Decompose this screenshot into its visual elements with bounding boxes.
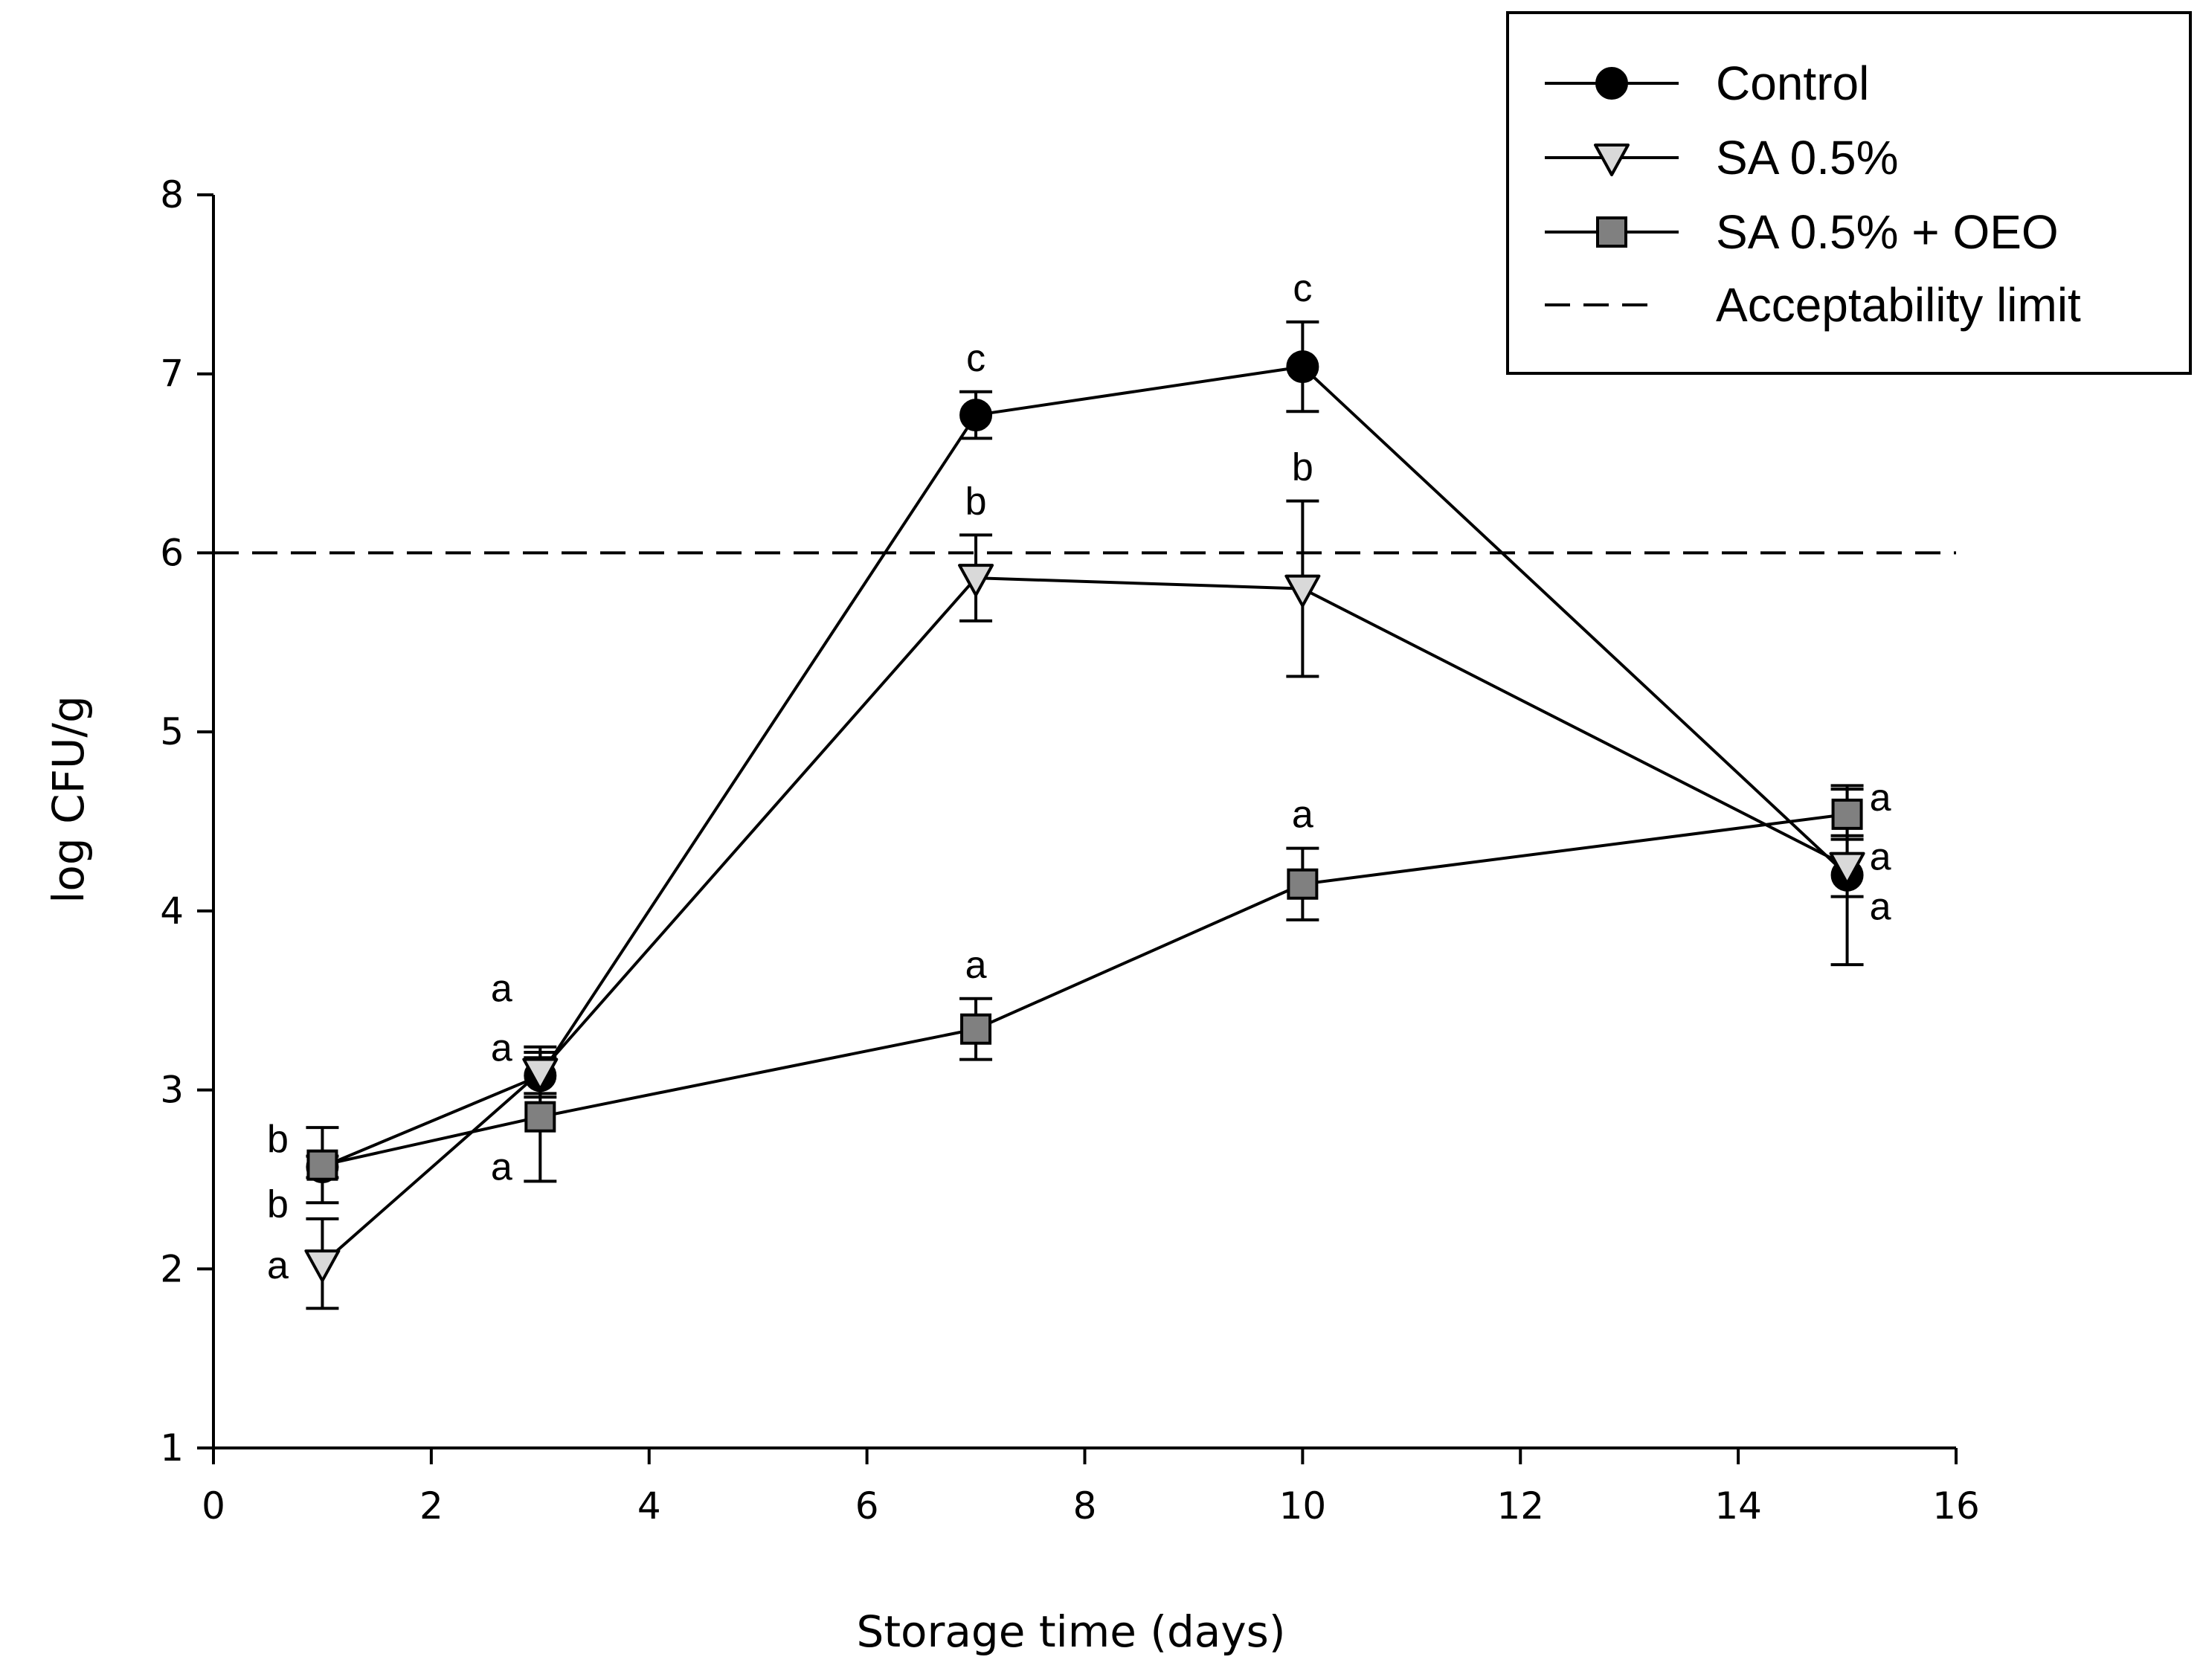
legend-label: SA 0.5% + OEO <box>1716 205 2059 259</box>
data-point-series-1 <box>1284 574 1321 608</box>
legend-label: SA 0.5% <box>1716 131 1899 184</box>
data-point-series-2 <box>306 1149 338 1181</box>
y-axis-title: log CFU/g <box>43 695 94 904</box>
data-point-series-2 <box>524 1101 556 1133</box>
legend-swatch-marker <box>1594 144 1630 176</box>
data-point-series-1 <box>958 564 994 597</box>
y-tick-label: 8 <box>160 173 184 216</box>
y-tick-label: 4 <box>160 889 184 933</box>
significance-letter: b <box>267 1183 289 1226</box>
y-tick-label: 6 <box>160 531 184 574</box>
y-tick-label: 2 <box>160 1247 184 1290</box>
y-tick-label: 5 <box>160 710 184 753</box>
significance-letter: a <box>1870 886 1891 929</box>
data-point-series-2 <box>1287 868 1319 900</box>
legend: Control SA 0.5% SA 0.5% + OEO Acceptability… <box>1506 11 2192 375</box>
significance-letter: c <box>1293 267 1312 310</box>
x-tick-label: 4 <box>637 1484 661 1528</box>
significance-letter: a <box>965 944 987 987</box>
x-tick-label: 2 <box>419 1484 443 1528</box>
data-point-series-0 <box>1286 350 1319 384</box>
legend-label: Acceptability limit <box>1716 278 2081 332</box>
significance-letter: a <box>491 1146 512 1189</box>
significance-letter: a <box>1870 836 1891 879</box>
significance-letter: b <box>1292 446 1313 489</box>
data-point-series-2 <box>960 1013 992 1045</box>
data-point-series-1 <box>522 1058 559 1091</box>
x-tick-label: 12 <box>1496 1484 1544 1528</box>
x-tick-label: 10 <box>1279 1484 1327 1528</box>
significance-letter: c <box>966 337 985 380</box>
x-tick-label: 6 <box>855 1484 879 1528</box>
data-point-series-2 <box>1831 798 1863 830</box>
significance-letter: b <box>267 1118 289 1161</box>
series-line-1 <box>321 576 1848 1265</box>
y-tick-label: 3 <box>160 1069 184 1112</box>
legend-swatch-marker <box>1596 216 1627 248</box>
legend-label: Control <box>1716 57 1869 110</box>
significance-letter: a <box>1292 794 1313 837</box>
significance-letter: a <box>491 967 512 1010</box>
legend-swatch-marker <box>1595 67 1628 100</box>
significance-letter: a <box>491 1027 512 1070</box>
y-tick-label: 7 <box>160 353 184 396</box>
x-tick-label: 16 <box>1932 1484 1980 1528</box>
significance-letter: a <box>267 1244 289 1287</box>
x-tick-label: 8 <box>1073 1484 1097 1528</box>
x-tick-label: 0 <box>202 1484 225 1528</box>
significance-letter: a <box>1870 776 1891 820</box>
data-point-series-0 <box>959 399 993 432</box>
y-tick-label: 1 <box>160 1426 184 1470</box>
significance-letter: b <box>965 480 987 523</box>
x-tick-label: 14 <box>1714 1484 1762 1528</box>
data-point-series-1 <box>304 1249 341 1283</box>
x-axis-title: Storage time (days) <box>857 1606 1286 1657</box>
data-point-series-1 <box>1829 852 1865 885</box>
